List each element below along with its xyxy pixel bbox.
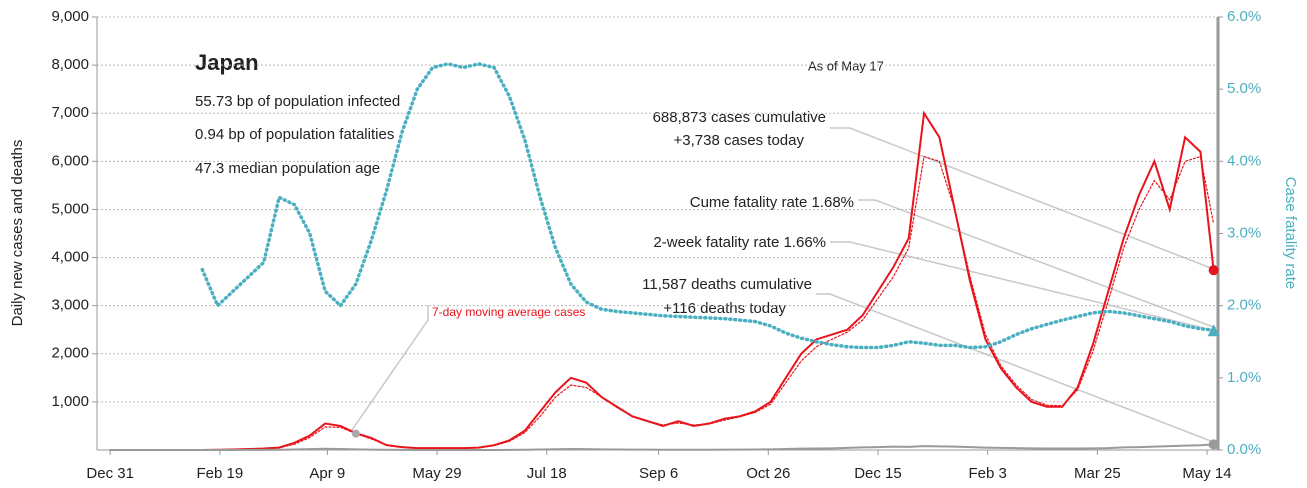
annotation: 11,587 deaths cumulative bbox=[642, 276, 812, 293]
end-marker bbox=[1207, 324, 1220, 337]
annotation: +116 deaths today bbox=[663, 300, 786, 317]
y-tick-label: 9,000 bbox=[51, 8, 89, 25]
y-axis-label: Daily new cases and deaths bbox=[9, 140, 26, 327]
leader bbox=[858, 199, 1217, 329]
y-tick-label: 4,000 bbox=[51, 249, 89, 266]
annotation: +3,738 cases today bbox=[673, 132, 804, 149]
x-tick-label: Feb 19 bbox=[196, 465, 243, 482]
end-marker bbox=[1208, 265, 1219, 276]
annotation: 688,873 cases cumulative bbox=[653, 109, 826, 126]
leader bbox=[830, 127, 1217, 271]
y2-tick-label: 3.0% bbox=[1227, 224, 1261, 241]
as-of: As of May 17 bbox=[808, 58, 884, 73]
y-tick-label: 6,000 bbox=[51, 152, 89, 169]
y-tick-label: 1,000 bbox=[51, 393, 89, 410]
y2-tick-label: 2.0% bbox=[1227, 297, 1261, 314]
stat: 47.3 median population age bbox=[195, 160, 380, 177]
y-tick-label: 3,000 bbox=[51, 297, 89, 314]
x-tick-label: Sep 6 bbox=[639, 465, 678, 482]
callout-dot bbox=[351, 429, 360, 438]
leaders bbox=[351, 127, 1217, 444]
annotation: 2-week fatality rate 1.66% bbox=[653, 234, 826, 251]
y2-tick-label: 6.0% bbox=[1227, 8, 1261, 25]
end-marker bbox=[1208, 439, 1219, 450]
annotation: Cume fatality rate 1.68% bbox=[690, 194, 854, 211]
y2-tick-label: 5.0% bbox=[1227, 80, 1261, 97]
y-tick-label: 5,000 bbox=[51, 200, 89, 217]
x-tick-label: Jul 18 bbox=[527, 465, 567, 482]
y2-axis-label: Case fatality rate bbox=[1282, 177, 1299, 290]
stat: 0.94 bp of population fatalities bbox=[195, 126, 394, 143]
y2-tick-label: 4.0% bbox=[1227, 152, 1261, 169]
y-tick-label: 2,000 bbox=[51, 345, 89, 362]
x-tick-label: Dec 15 bbox=[854, 465, 902, 482]
x-tick-label: Apr 9 bbox=[309, 465, 345, 482]
series-line bbox=[200, 62, 1216, 350]
leader bbox=[830, 241, 1217, 332]
y2-tick-label: 1.0% bbox=[1227, 369, 1261, 386]
series-line bbox=[109, 110, 1215, 451]
x-tick-label: May 14 bbox=[1182, 465, 1231, 482]
x-tick-label: Feb 3 bbox=[968, 465, 1006, 482]
leader bbox=[816, 293, 1217, 444]
x-tick-label: May 29 bbox=[412, 465, 461, 482]
x-tick-label: Dec 31 bbox=[86, 465, 134, 482]
y2-tick-label: 0.0% bbox=[1227, 441, 1261, 458]
series-line bbox=[109, 443, 1215, 451]
leader bbox=[351, 305, 429, 431]
x-tick-label: Mar 25 bbox=[1074, 465, 1121, 482]
y-tick-label: 8,000 bbox=[51, 56, 89, 73]
series-line bbox=[109, 155, 1215, 451]
avg-label: 7-day moving average cases bbox=[432, 305, 585, 319]
x-tick-label: Oct 26 bbox=[746, 465, 790, 482]
chart-title: Japan bbox=[195, 50, 259, 75]
stat: 55.73 bp of population infected bbox=[195, 93, 400, 110]
y-tick-label: 7,000 bbox=[51, 104, 89, 121]
